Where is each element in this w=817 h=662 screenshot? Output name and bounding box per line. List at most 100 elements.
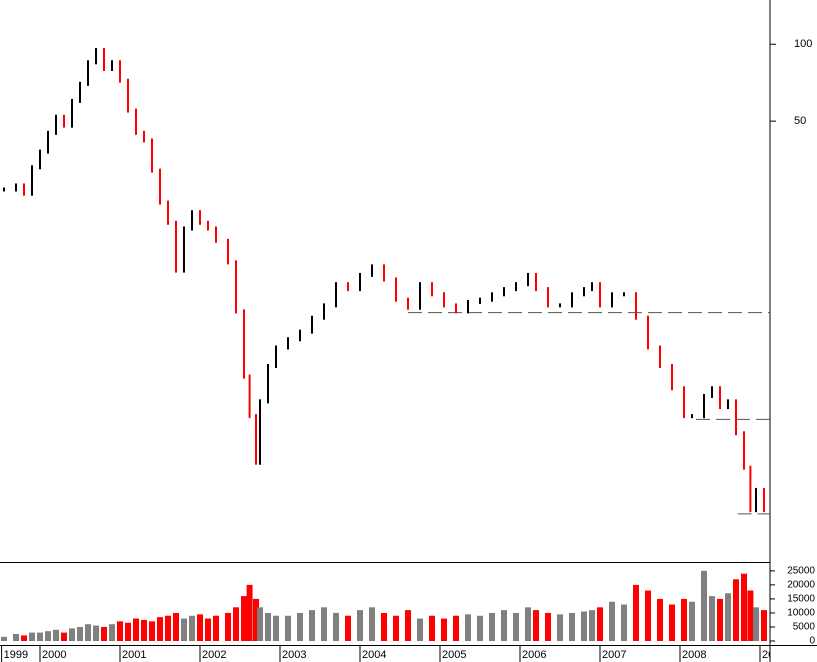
volume-bar (117, 621, 123, 641)
price-bar (71, 98, 73, 128)
volume-bar (213, 615, 219, 641)
price-bar (659, 345, 661, 369)
volume-bar (125, 622, 131, 641)
volume-bar (273, 615, 279, 641)
volume-bar (173, 612, 179, 641)
volume-bar (345, 615, 351, 641)
price-bar (611, 292, 613, 308)
volume-bar (37, 632, 43, 641)
volume-bar (181, 618, 187, 641)
price-bar (215, 226, 217, 243)
price-bar (763, 487, 765, 513)
volume-bar (285, 615, 291, 641)
price-bar (159, 168, 161, 205)
price-bar (491, 292, 493, 302)
volume-y-tick-label: 25000 (787, 565, 815, 576)
volume-bar (597, 607, 603, 641)
price-bar (683, 386, 685, 419)
price-bar (87, 60, 89, 86)
price-bar (175, 220, 177, 273)
price-bar (371, 264, 373, 277)
price-bar (311, 315, 313, 334)
price-bar (227, 238, 229, 265)
x-tick-label: 2000 (42, 649, 66, 661)
volume-bar (725, 593, 731, 641)
price-bar (47, 130, 49, 154)
price-bar (255, 414, 257, 465)
volume-y-tick-label: 0 (809, 636, 815, 647)
x-tick-label: 1999 (4, 649, 28, 661)
price-bar (383, 264, 385, 282)
price-bar (719, 386, 721, 410)
volume-bar (701, 570, 707, 641)
volume-bar (621, 604, 627, 641)
volume-bar (333, 612, 339, 641)
volume-bar (69, 628, 75, 641)
volume-bar (61, 632, 67, 641)
price-bar (151, 138, 153, 173)
volume-bar (589, 610, 595, 641)
volume-bar (13, 633, 19, 641)
price-bar (127, 78, 129, 113)
volume-bar (393, 615, 399, 641)
volume-bar (441, 618, 447, 641)
volume-bar (569, 612, 575, 641)
price-bar (527, 272, 529, 287)
volume-bar (165, 615, 171, 641)
volume-bar (747, 590, 754, 641)
price-bar (535, 272, 537, 292)
volume-bar (545, 612, 551, 641)
x-tick-label: 2004 (362, 649, 386, 661)
volume-bar (189, 615, 195, 641)
price-bar (275, 345, 277, 369)
price-bar (267, 364, 269, 404)
price-bar (395, 277, 397, 302)
volume-bar (321, 607, 327, 641)
volume-bar (465, 614, 471, 641)
volume-y-tick-label: 20000 (787, 580, 815, 591)
x-tick-label: 2006 (522, 649, 546, 661)
price-bar (347, 282, 349, 292)
volume-bar (369, 607, 375, 641)
volume-bar (689, 601, 695, 641)
volume-bar (753, 607, 759, 641)
volume-bar (633, 584, 639, 641)
volume-bar (205, 618, 211, 641)
price-bar (443, 292, 445, 308)
volume-bar (669, 604, 675, 641)
price-bar (23, 183, 25, 196)
volume-bar (453, 615, 459, 641)
price-bar (503, 287, 505, 297)
price-bar (467, 299, 469, 314)
price-bar (623, 292, 625, 297)
price-bar (3, 187, 5, 192)
price-bar (183, 226, 185, 273)
volume-bar (253, 598, 259, 641)
volume-bar (233, 607, 239, 641)
price-bar (143, 130, 145, 143)
price-bar (323, 303, 325, 320)
volume-bar (45, 631, 51, 641)
price-bar (31, 165, 33, 196)
price-bar (55, 114, 57, 135)
price-bar (95, 47, 97, 65)
volume-bar (645, 590, 651, 641)
volume-bar (381, 612, 387, 641)
volume-bar (477, 615, 483, 641)
y-tick-label: 100 (794, 38, 812, 50)
y-tick-label: 50 (794, 115, 806, 127)
price-bar (359, 272, 361, 292)
price-bar (39, 149, 41, 170)
volume-bar (357, 610, 363, 641)
price-bar (559, 303, 561, 308)
volume-bar (609, 601, 615, 641)
volume-bar (265, 612, 271, 641)
volume-bar (157, 617, 163, 641)
price-bar (755, 487, 757, 513)
volume-bar (717, 598, 723, 641)
volume-bar (93, 625, 99, 641)
price-bar (571, 292, 573, 308)
volume-bar (133, 618, 139, 641)
price-bar (335, 282, 337, 308)
